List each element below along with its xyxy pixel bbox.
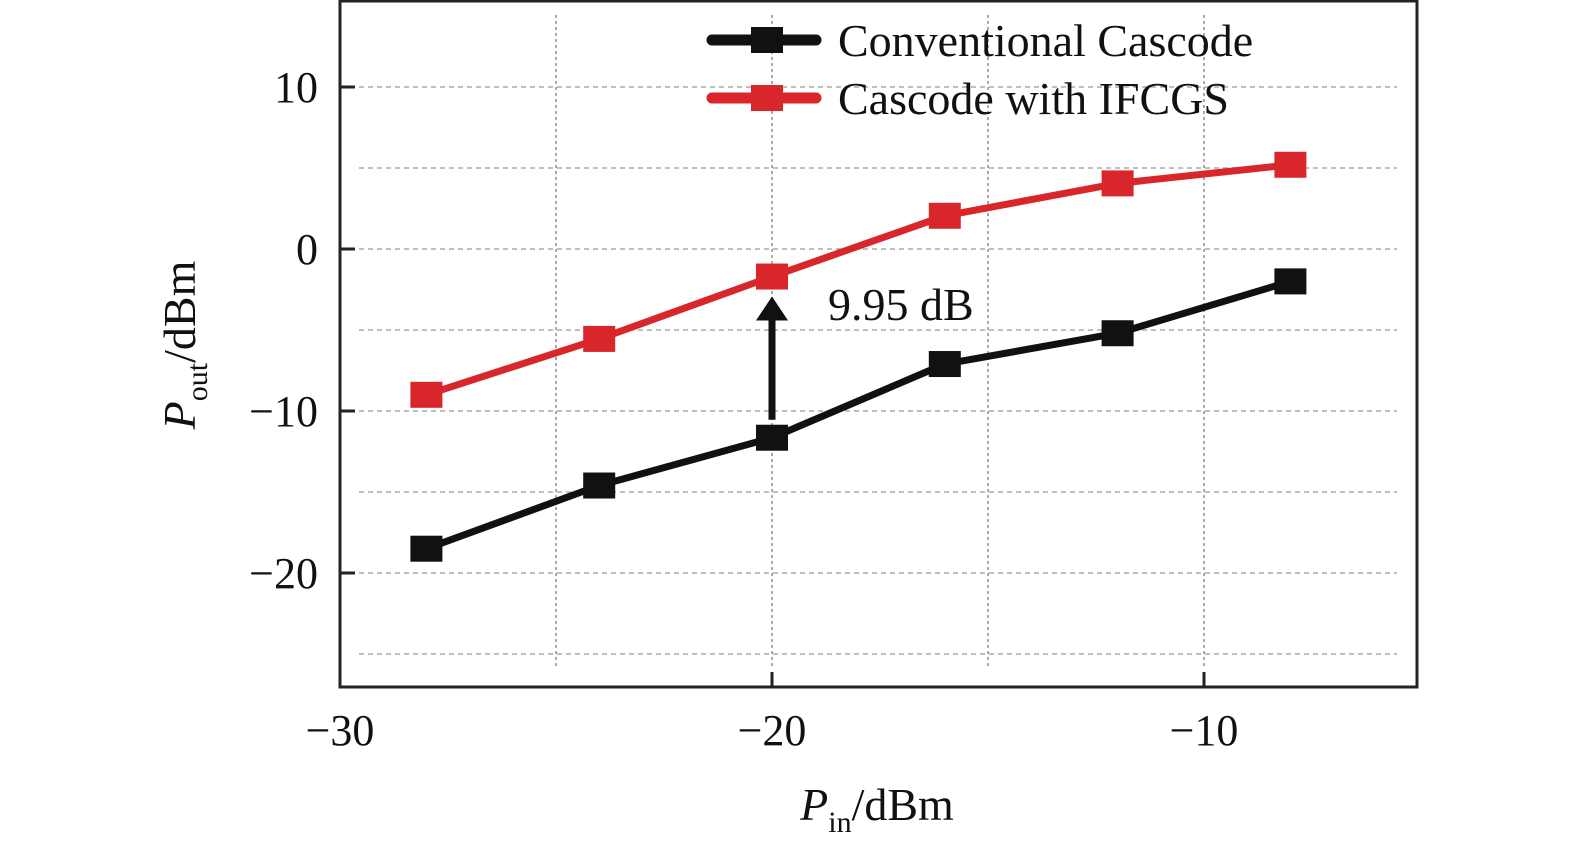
y-tick-label: 0: [296, 225, 318, 274]
legend-label-1: Cascode with IFCGS: [838, 73, 1229, 124]
data-point: [928, 202, 961, 229]
series-line-1: [425, 161, 1291, 399]
plot-frame: [338, 0, 1419, 689]
annotation-label: 9.95 dB: [828, 279, 974, 330]
data-point: [928, 351, 961, 378]
grid: [359, 15, 1397, 668]
data-point: [410, 535, 443, 562]
x-tick-label: −10: [1170, 706, 1239, 755]
x-tick-label: −20: [738, 706, 807, 755]
series-layer: [410, 151, 1307, 562]
data-point: [1274, 151, 1307, 178]
data-point: [756, 424, 788, 451]
data-point: [1274, 268, 1307, 295]
y-tick-label: −20: [249, 549, 318, 598]
data-point: [410, 381, 443, 408]
annotation: 9.95 dB: [756, 279, 974, 420]
data-point: [583, 472, 616, 499]
data-point: [756, 263, 788, 290]
ticks: 10 0 −10 −20 −30 −20 −10: [249, 63, 1238, 755]
x-tick-label: −30: [306, 706, 375, 755]
y-axis-label: Pout/dBm: [154, 260, 214, 430]
legend-label-0: Conventional Cascode: [838, 15, 1253, 66]
data-point: [583, 325, 616, 352]
y-tick-label: 10: [274, 63, 318, 112]
data-point: [1101, 170, 1134, 197]
arrow-head-icon: [756, 296, 788, 321]
y-tick-label: −10: [249, 387, 318, 436]
legend-marker-1: [751, 85, 783, 111]
series-line-0: [425, 278, 1292, 552]
legend-marker-0: [751, 27, 783, 53]
legend: Conventional Cascode Cascode with IFCGS: [706, 15, 1253, 124]
x-axis-label: Pin/dBm: [799, 779, 954, 839]
data-point: [1101, 320, 1134, 347]
